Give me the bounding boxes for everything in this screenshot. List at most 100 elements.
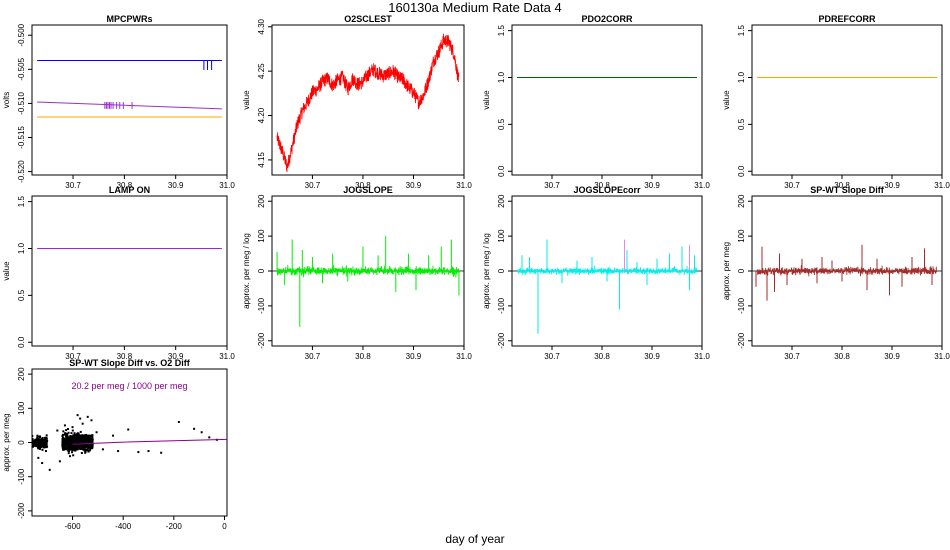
scatter-point <box>80 447 83 450</box>
series-line <box>276 33 460 173</box>
x-tick-label: 31.0 <box>934 181 950 190</box>
y-tick-label: 0 <box>17 440 26 445</box>
scatter-point <box>74 449 77 452</box>
plot-frame <box>31 368 228 517</box>
scatter-point <box>71 451 74 454</box>
scatter-point <box>32 444 34 447</box>
scatter-point <box>78 445 81 448</box>
scatter-point <box>66 428 69 431</box>
scatter-point <box>61 443 64 446</box>
scatter-point <box>75 437 78 440</box>
scatter-point <box>39 445 42 448</box>
scatter-point <box>89 447 92 450</box>
x-tick-label: 0 <box>222 522 227 531</box>
scatter-point <box>56 429 59 432</box>
scatter-point <box>89 439 92 442</box>
scatter-point <box>84 451 87 454</box>
scatter-point <box>79 417 82 420</box>
scatter-point <box>78 447 81 450</box>
scatter-point <box>86 440 89 443</box>
scatter-point <box>63 433 66 436</box>
scatter-point <box>82 445 85 448</box>
scatter-point <box>39 447 42 450</box>
scatter-point <box>42 442 45 445</box>
x-tick-label: 30.9 <box>644 352 660 361</box>
scatter-point <box>91 434 94 437</box>
y-tick-label: 1.5 <box>497 25 506 37</box>
scatter-point <box>61 442 64 445</box>
series-line <box>756 265 938 277</box>
scatter-point <box>62 430 65 433</box>
x-tick-label: -400 <box>115 522 132 531</box>
scatter-point <box>75 434 78 437</box>
y-tick-label: -200 <box>737 332 746 349</box>
scatter-point <box>35 439 38 442</box>
scatter-point <box>91 446 94 449</box>
y-tick-label: 1.5 <box>737 25 746 37</box>
scatter-point <box>78 441 81 444</box>
scatter-point <box>66 447 69 450</box>
panel-spwtslopediff: SP-WT Slope Diff approx. per meg 30.7 30.8 3… <box>722 185 950 361</box>
scatter-point <box>61 435 64 438</box>
y-tick-label: -200 <box>17 502 26 519</box>
scatter-point <box>75 441 78 444</box>
scatter-point <box>79 430 82 433</box>
scatter-point <box>86 443 89 446</box>
scatter-point <box>45 442 48 445</box>
panel-title: O2SCLEST <box>344 14 392 24</box>
scatter-point <box>68 439 71 442</box>
scatter-point <box>39 438 42 441</box>
y-tick-label: -100 <box>737 297 746 314</box>
x-tick-label: 30.7 <box>544 181 560 190</box>
scatter-point <box>64 441 67 444</box>
y-tick-label: -200 <box>257 332 266 349</box>
scatter-point <box>84 438 87 441</box>
panel-title: JOGSLOPE <box>343 185 393 195</box>
scatter-point <box>85 434 88 436</box>
scatter-point <box>72 448 75 451</box>
scatter-point <box>38 442 41 445</box>
y-axis-label: value <box>2 261 11 281</box>
plot-frame <box>271 24 465 176</box>
scatter-point <box>80 441 83 444</box>
panels: MPCPWRs volts 30.7 30.8 30.9 31.0 -0.520 -0.515… <box>2 14 950 531</box>
x-tick-label: 30.8 <box>355 352 371 361</box>
scatter-point <box>86 435 89 438</box>
scatter-point <box>68 440 71 443</box>
scatter-point <box>37 447 40 450</box>
scatter-point <box>81 447 84 450</box>
scatter-point <box>45 446 48 449</box>
scatter-point <box>70 442 73 445</box>
y-tick-label: 1.0 <box>737 71 746 83</box>
scatter-point <box>84 436 87 439</box>
scatter-point <box>44 438 47 441</box>
scatter-point <box>44 439 47 442</box>
plot-frame <box>31 195 228 347</box>
scatter-point <box>64 432 67 435</box>
y-tick-label: -0.500 <box>17 23 26 46</box>
scatter-point <box>200 431 203 434</box>
scatter-point <box>69 448 72 451</box>
scatter-point <box>67 445 70 448</box>
scatter-point <box>101 448 104 451</box>
x-tick-label: 31.0 <box>456 181 472 190</box>
scatter-point <box>46 439 49 442</box>
scatter-point <box>63 448 66 451</box>
scatter-point <box>81 422 84 425</box>
panel-pdo2corr: PDO2CORR value 30.7 30.8 30.9 31.0 0.0 0.5 1.0 1.… <box>482 14 710 190</box>
scatter-point <box>81 436 84 439</box>
scatter-point <box>80 451 83 454</box>
scatter-point <box>89 446 92 449</box>
scatter-point <box>71 440 74 443</box>
y-tick-label: -0.515 <box>17 126 26 149</box>
y-tick-label: 200 <box>737 194 746 208</box>
y-tick-label: 200 <box>497 194 506 208</box>
plot-frame <box>31 24 228 176</box>
scatter-point <box>74 440 77 443</box>
scatter-point <box>71 435 74 438</box>
series-1 <box>37 101 222 110</box>
scatter-point <box>36 434 39 437</box>
scatter-point <box>68 444 71 447</box>
x-tick-label: 31.0 <box>219 352 235 361</box>
panel-title: SP-WT Slope Diff <box>810 185 884 195</box>
